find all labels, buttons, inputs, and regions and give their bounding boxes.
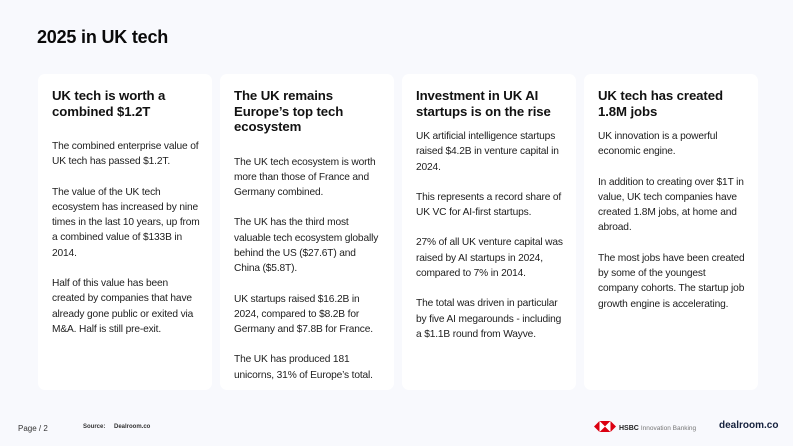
hsbc-hexagon-icon: [594, 419, 616, 437]
card-paragraph: This represents a record share of UK VC …: [416, 191, 562, 219]
hsbc-brand: HSBC: [619, 424, 639, 432]
card-ai-investment: Investment in UK AI startups is on the r…: [402, 74, 576, 390]
page-title: 2025 in UK tech: [37, 27, 169, 47]
hsbc-logo: HSBC Innovation Banking: [594, 419, 696, 437]
card-europe-top-ecosystem: The UK remains Europe’s top tech ecosyst…: [220, 74, 394, 390]
source-label: Source:: [83, 424, 106, 430]
card-paragraph: UK startups raised $16.2B in 2024, compa…: [234, 293, 373, 336]
card-title: UK tech is worth a combined $1.2T: [52, 88, 166, 119]
card-paragraph: The most jobs have been created by some …: [598, 252, 745, 310]
hsbc-wordmark: HSBC Innovation Banking: [619, 425, 696, 432]
hsbc-sub: Innovation Banking: [640, 424, 697, 432]
card-title: Investment in UK AI startups is on the r…: [416, 88, 551, 119]
card-paragraph: The total was driven in particular by fi…: [416, 298, 562, 340]
card-paragraph: UK innovation is a powerful economic eng…: [598, 131, 718, 158]
card-paragraph: In addition to creating over $1T in valu…: [598, 176, 744, 234]
card-paragraph: The UK has produced 181 unicorns, 31% of…: [234, 354, 373, 381]
card-paragraph: The UK has the third most valuable tech …: [234, 217, 379, 275]
page-number: Page / 2: [18, 424, 48, 433]
card-paragraph: The value of the UK tech ecosystem has i…: [52, 186, 200, 259]
card-paragraph: UK artificial intelligence startups rais…: [416, 131, 559, 173]
source-value: Dealroom.co: [114, 424, 151, 430]
dealroom-logo: dealroom.co: [719, 420, 779, 431]
card-title: The UK remains Europe’s top tech ecosyst…: [234, 88, 344, 134]
cards-row: UK tech is worth a combined $1.2T The co…: [38, 74, 758, 390]
card-title: UK tech has created 1.8M jobs: [598, 88, 723, 119]
card-paragraph: The combined enterprise value of UK tech…: [52, 141, 199, 168]
card-uk-tech-value: UK tech is worth a combined $1.2T The co…: [38, 74, 212, 390]
card-jobs-created: UK tech has created 1.8M jobs UK innovat…: [584, 74, 758, 390]
card-paragraph: 27% of all UK venture capital was raised…: [416, 237, 563, 280]
card-paragraph: Half of this value has been created by c…: [52, 278, 194, 335]
card-paragraph: The UK tech ecosystem is worth more than…: [234, 156, 376, 199]
